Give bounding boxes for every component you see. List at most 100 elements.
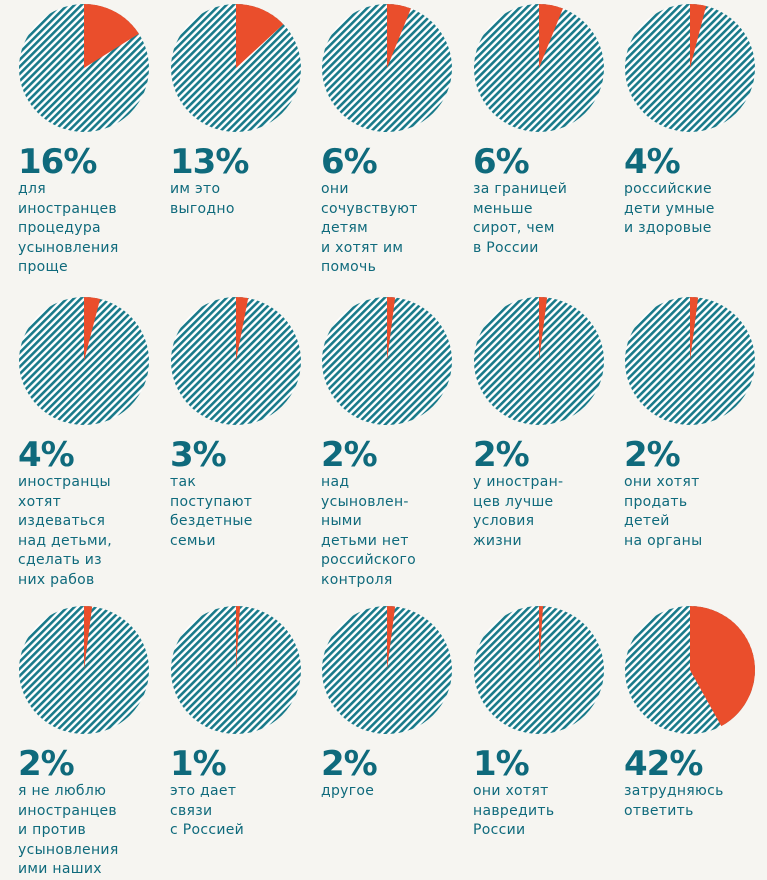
description-line: детям	[321, 220, 368, 236]
description-line: поступают	[170, 493, 253, 510]
description-label: они хотят продать детей на органы	[624, 473, 767, 551]
percent-label: 1%	[473, 744, 530, 784]
pie-chart	[322, 297, 452, 425]
pie-item: 4% российские дети умные и здоровые	[624, 3, 767, 283]
description-line: связи	[170, 802, 213, 819]
pie-chart	[19, 606, 149, 734]
description-label: затрудняюсь ответить	[624, 782, 767, 821]
percent-label: 4%	[624, 142, 681, 182]
pie-item: 13% им это выгодно	[170, 3, 320, 283]
pie-chart	[19, 297, 149, 425]
description-line: и против	[18, 822, 87, 838]
pie-slice	[84, 606, 93, 670]
description-line: жизни	[473, 532, 522, 549]
pie-slice	[387, 606, 396, 670]
pie-slice	[387, 297, 396, 361]
description-line: издеваться	[18, 513, 106, 529]
description-line: российские	[624, 181, 712, 197]
description-label: так поступают бездетные семьи	[170, 473, 320, 551]
description-line: ответить	[624, 802, 694, 819]
percent-label: 2%	[18, 744, 75, 784]
description-line: другое	[321, 783, 375, 799]
description-label: это дает связи с Россией	[170, 782, 320, 841]
pie-chart	[474, 297, 604, 425]
pie-item: 1% это дает связи с Россией	[170, 605, 320, 873]
pie-slice	[236, 297, 249, 361]
description-label: я не люблю иностранцев и против усыновления…	[18, 782, 168, 880]
description-line: сделать из	[18, 552, 102, 568]
pie-slice	[539, 297, 548, 361]
percent-label: 2%	[624, 435, 681, 475]
description-label: за границей меньше сирот, чем в России	[473, 180, 623, 258]
pie-slice	[690, 4, 707, 68]
pie-slice	[387, 3, 411, 68]
pie-slice	[236, 606, 241, 670]
pie-chart	[171, 606, 301, 734]
description-line: проще	[18, 259, 68, 275]
percent-label: 42%	[624, 744, 703, 784]
description-line: усыновлен-	[321, 493, 409, 510]
pie-slice	[690, 606, 755, 727]
pie-item: 2% другое	[321, 605, 471, 873]
description-line: условия	[473, 513, 535, 529]
description-label: им это выгодно	[170, 180, 320, 219]
description-line: помочь	[321, 259, 377, 275]
description-line: иностранцы	[18, 474, 111, 490]
description-line: ными	[321, 513, 363, 529]
description-line: российского	[321, 552, 416, 568]
pie-item: 2% у иностран-цев лучше условия жизни	[473, 296, 623, 576]
pie-chart	[171, 4, 301, 132]
description-line: это дает	[170, 783, 237, 799]
percent-label: 2%	[321, 435, 378, 475]
pie-item: 1% они хотят навредить России	[473, 605, 623, 873]
description-label: другое	[321, 782, 471, 802]
description-line: для	[18, 181, 46, 197]
percent-label: 4%	[18, 435, 75, 475]
description-line: над детьми,	[18, 532, 112, 549]
pie-chart	[322, 3, 452, 132]
description-line: хотят	[18, 493, 62, 510]
description-line: дети умные	[624, 200, 715, 217]
description-line: они	[321, 181, 349, 197]
pie-slice	[539, 606, 544, 670]
description-line: с Россией	[170, 822, 245, 838]
pie-item: 2% я не люблю иностранцев и против усыновлен…	[18, 605, 168, 877]
pie-slice	[539, 3, 563, 68]
percent-label: 2%	[473, 435, 530, 475]
description-line: усыновления	[18, 239, 119, 256]
description-line: контроля	[321, 571, 393, 588]
description-line: семьи	[170, 532, 216, 549]
description-label: они хотят навредить России	[473, 782, 623, 841]
description-line: России	[473, 822, 526, 838]
description-label: для иностранцев процедура усыновления проще	[18, 180, 168, 278]
pie-chart	[625, 4, 755, 132]
description-line: выгодно	[170, 200, 235, 217]
description-line: цев лучше	[473, 493, 554, 510]
description-line: затрудняюсь	[624, 783, 724, 799]
description-line: они хотят	[473, 783, 549, 799]
description-label: у иностран-цев лучше условия жизни	[473, 473, 623, 551]
pie-chart	[474, 606, 604, 734]
description-line: так	[170, 474, 197, 490]
description-line: в России	[473, 239, 539, 256]
description-line: них рабов	[18, 571, 95, 588]
description-line: они хотят	[624, 474, 700, 490]
percent-label: 1%	[170, 744, 227, 784]
pie-slice	[84, 4, 139, 68]
description-label: иностранцы хотят издеваться над детьми, сдел…	[18, 473, 168, 590]
description-line: меньше	[473, 200, 533, 217]
pie-slice	[84, 297, 101, 361]
pie-item: 6% они сочувствуют детям и хотят им помочь	[321, 3, 471, 283]
description-line: навредить	[473, 802, 555, 819]
pie-item: 16% для иностранцев процедура усыновления про…	[18, 3, 168, 283]
percent-label: 6%	[473, 142, 530, 182]
pie-chart	[474, 3, 604, 132]
description-line: и здоровые	[624, 220, 712, 236]
percent-label: 6%	[321, 142, 378, 182]
pie-item: 2% они хотят продать детей на органы	[624, 296, 767, 576]
description-line: на органы	[624, 532, 703, 549]
pie-item: 3% так поступают бездетные семьи	[170, 296, 320, 576]
description-line: им это	[170, 181, 221, 197]
pie-item: 4% иностранцы хотят издеваться над детьми, сд…	[18, 296, 168, 588]
